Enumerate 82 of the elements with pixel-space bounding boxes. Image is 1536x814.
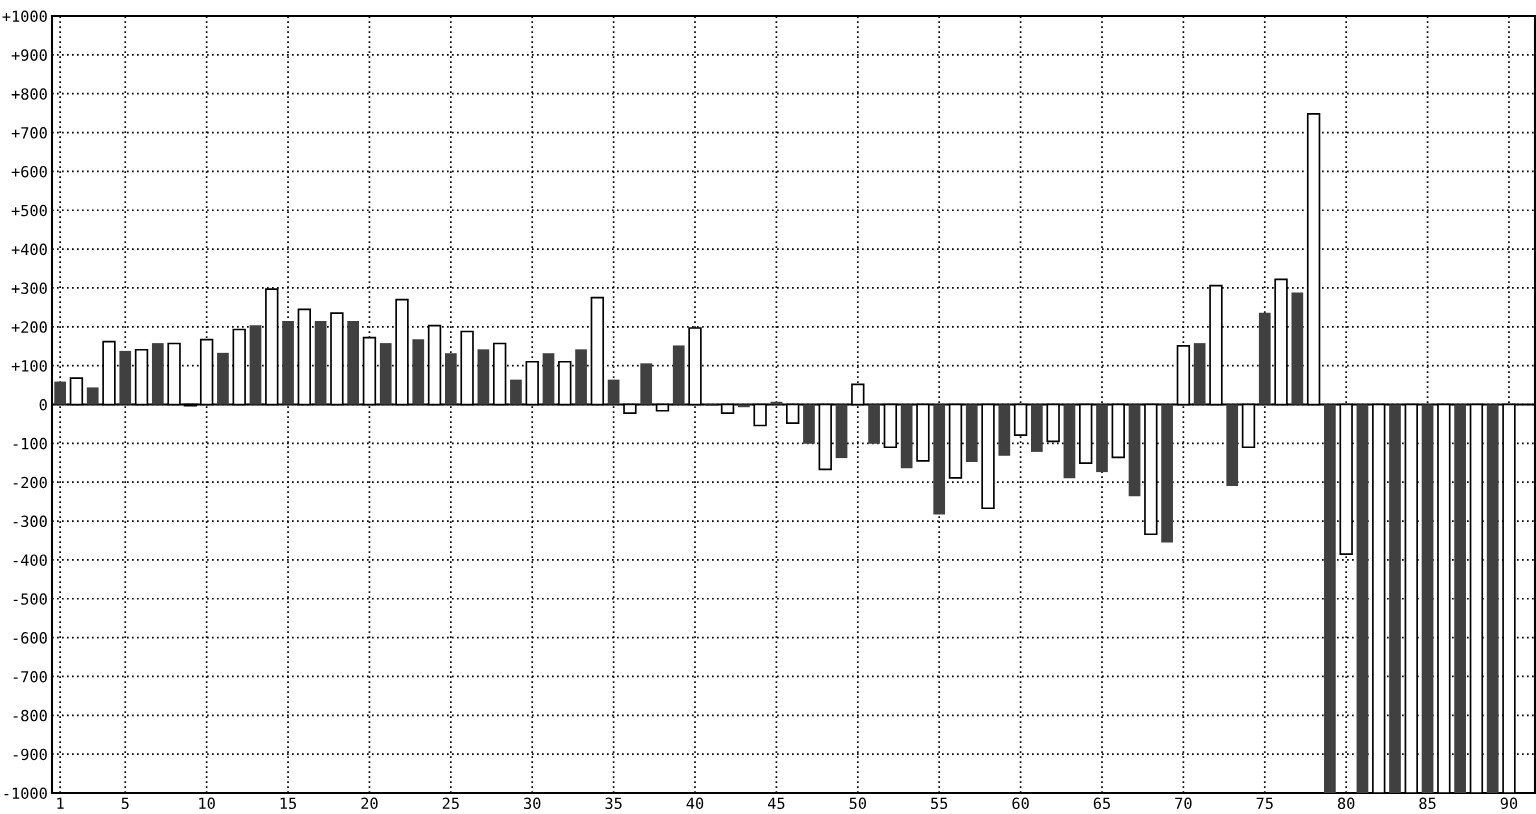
bar: [1161, 404, 1173, 543]
y-tick-label: -800: [13, 709, 47, 722]
bar: [1421, 404, 1434, 793]
bar: [1031, 404, 1043, 452]
x-tick-label: 35: [605, 797, 622, 810]
x-tick-label: 60: [1012, 797, 1029, 810]
y-tick-label: -1000: [4, 787, 47, 800]
bar: [510, 379, 522, 405]
x-tick-label: 55: [931, 797, 948, 810]
y-tick-label: -600: [13, 632, 47, 644]
y-tick-label: -200: [13, 476, 47, 489]
bar: [86, 387, 99, 405]
bar: [607, 379, 620, 405]
bar: [1454, 404, 1466, 793]
y-tick-label: +400: [11, 243, 47, 256]
y-tick-label: +600: [11, 165, 47, 178]
x-tick-label: 30: [524, 797, 541, 810]
y-tick-label: -300: [13, 515, 47, 528]
y-tick-label: -400: [13, 554, 47, 566]
y-tick-label: +200: [11, 321, 47, 333]
bar: [151, 343, 164, 405]
bar: [835, 404, 848, 459]
y-tick-label: +300: [11, 282, 47, 295]
bar: [1063, 404, 1076, 479]
y-tick-label: -500: [13, 593, 47, 605]
x-tick-label: 5: [121, 797, 129, 810]
bar: [868, 404, 880, 444]
x-tick-label: 10: [199, 797, 215, 810]
x-tick-label: 40: [686, 797, 704, 810]
x-tick-label: 75: [1256, 797, 1273, 810]
y-tick-label: -900: [13, 748, 47, 761]
bar: [1193, 343, 1206, 405]
x-tick-label: 15: [280, 797, 297, 810]
bar: [412, 339, 425, 405]
y-tick-label: +100: [11, 360, 47, 372]
x-tick-label: 80: [1337, 797, 1355, 810]
y-tick-label: 0: [39, 399, 47, 411]
x-tick-label: 50: [849, 797, 867, 810]
x-tick-label: 90: [1500, 797, 1518, 810]
bar: [933, 404, 946, 515]
bar: [282, 320, 294, 405]
bar: [477, 349, 490, 405]
bar: [1258, 312, 1271, 405]
x-tick-label: 70: [1175, 797, 1192, 810]
x-tick-label: 1: [57, 797, 64, 809]
y-tick-label: -700: [13, 670, 47, 683]
bar: [249, 325, 262, 405]
y-tick-label: +900: [11, 49, 47, 61]
bar: [575, 349, 587, 405]
bar: [965, 404, 978, 462]
bar: [900, 404, 913, 469]
bar: [1486, 404, 1499, 793]
bar: [54, 381, 66, 405]
bar: [379, 343, 392, 405]
x-tick-label: 20: [361, 797, 378, 810]
x-tick-label: 65: [1093, 797, 1110, 810]
y-tick-label: +800: [11, 88, 47, 100]
bar: [1291, 292, 1304, 405]
bar: [737, 404, 750, 408]
bar: [542, 353, 555, 405]
bar: [672, 345, 685, 405]
y-tick-label: -100: [13, 437, 47, 450]
x-tick-label: 85: [1419, 797, 1436, 810]
bar: [998, 404, 1011, 456]
bar: [1389, 404, 1401, 793]
y-tick-label: +500: [11, 204, 47, 217]
bar: [803, 404, 815, 444]
bar: [1356, 404, 1369, 793]
bar: [1096, 404, 1108, 473]
bar: [347, 320, 360, 405]
bar: [1226, 404, 1239, 487]
bar: [217, 352, 229, 405]
bar: [1128, 404, 1141, 497]
y-tick-label: +700: [11, 127, 47, 139]
bar: [444, 353, 457, 405]
y-tick-label: +1000: [2, 10, 47, 23]
bar: [1324, 404, 1336, 793]
x-tick-label: 45: [767, 797, 785, 810]
x-tick-label: 25: [442, 797, 459, 810]
bar: [640, 363, 653, 405]
bar: [314, 320, 327, 405]
bar: [119, 350, 132, 405]
